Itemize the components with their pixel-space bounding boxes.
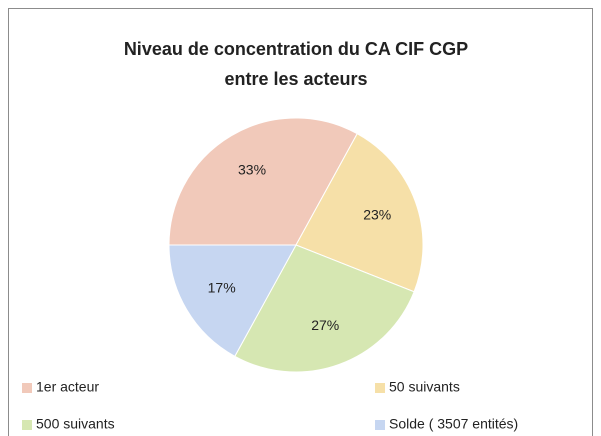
legend-swatch [375,383,385,393]
data-label: 23% [363,206,391,222]
pie-slice [234,244,415,373]
chart-title: Niveau de concentration du CA CIF CGP [124,39,468,59]
pie-slice [295,133,424,293]
legend-swatch [22,383,32,393]
legend-label: Solde ( 3507 entités) [389,416,518,432]
legend-label: 1er acteur [36,379,99,395]
data-label: 33% [238,161,266,177]
data-label: 27% [311,317,339,333]
pie-slice [168,117,358,246]
data-label: 17% [208,280,236,296]
chart-title: entre les acteurs [224,69,367,89]
pie-slice [168,244,297,357]
legend-label: 50 suivants [389,379,460,395]
legend-swatch [22,420,32,430]
legend-swatch [375,420,385,430]
legend-label: 500 suivants [36,416,115,432]
